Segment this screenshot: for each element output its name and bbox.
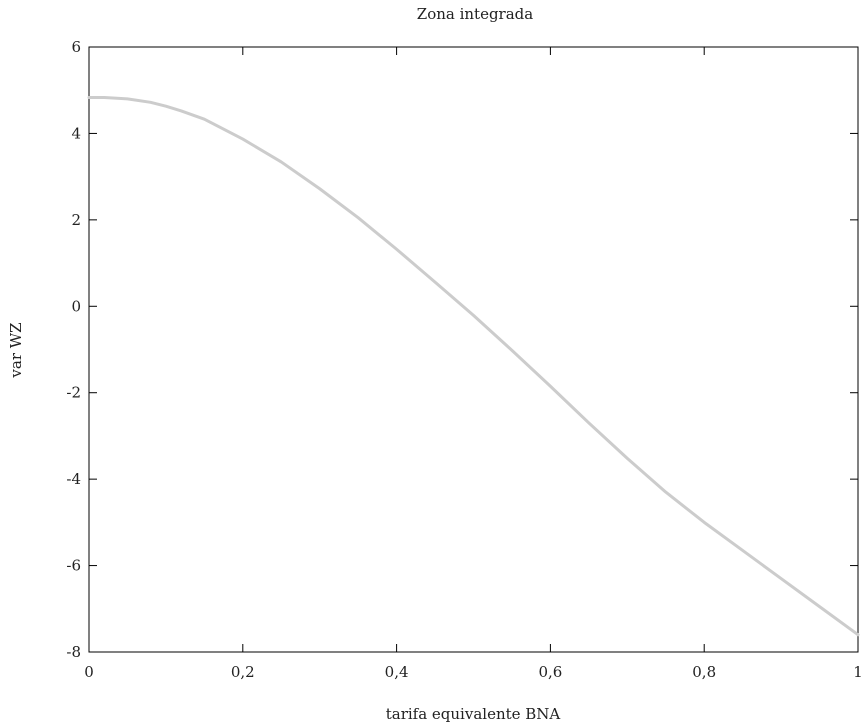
y-tick-label: -8 xyxy=(66,643,81,661)
x-tick-label: 0,8 xyxy=(692,663,716,681)
y-tick-label: 2 xyxy=(71,211,81,229)
y-tick-label: -6 xyxy=(66,557,81,575)
y-tick-label: 0 xyxy=(71,297,81,315)
plot-frame xyxy=(88,46,859,653)
x-tick-label: 0 xyxy=(84,663,94,681)
series-line xyxy=(87,96,860,637)
x-tick-label: 0,2 xyxy=(231,663,255,681)
y-axis-ticks: -8 -6 -4 -2 0 2 4 6 xyxy=(66,38,858,661)
y-tick-label: -4 xyxy=(66,470,81,488)
y-tick-label: -2 xyxy=(66,384,81,402)
y-axis-label: var WZ xyxy=(7,322,25,378)
x-tick-label: 0,4 xyxy=(385,663,409,681)
y-tick-label: 6 xyxy=(71,38,81,56)
x-tick-label: 0,6 xyxy=(538,663,562,681)
series-layer xyxy=(87,96,860,637)
x-tick-label: 1 xyxy=(853,663,863,681)
x-axis-label: tarifa equivalente BNA xyxy=(386,705,561,723)
chart-title: Zona integrada xyxy=(417,5,534,23)
x-axis-ticks: 0 0,2 0,4 0,6 0,8 1 xyxy=(84,47,863,681)
y-tick-label: 4 xyxy=(71,124,81,142)
